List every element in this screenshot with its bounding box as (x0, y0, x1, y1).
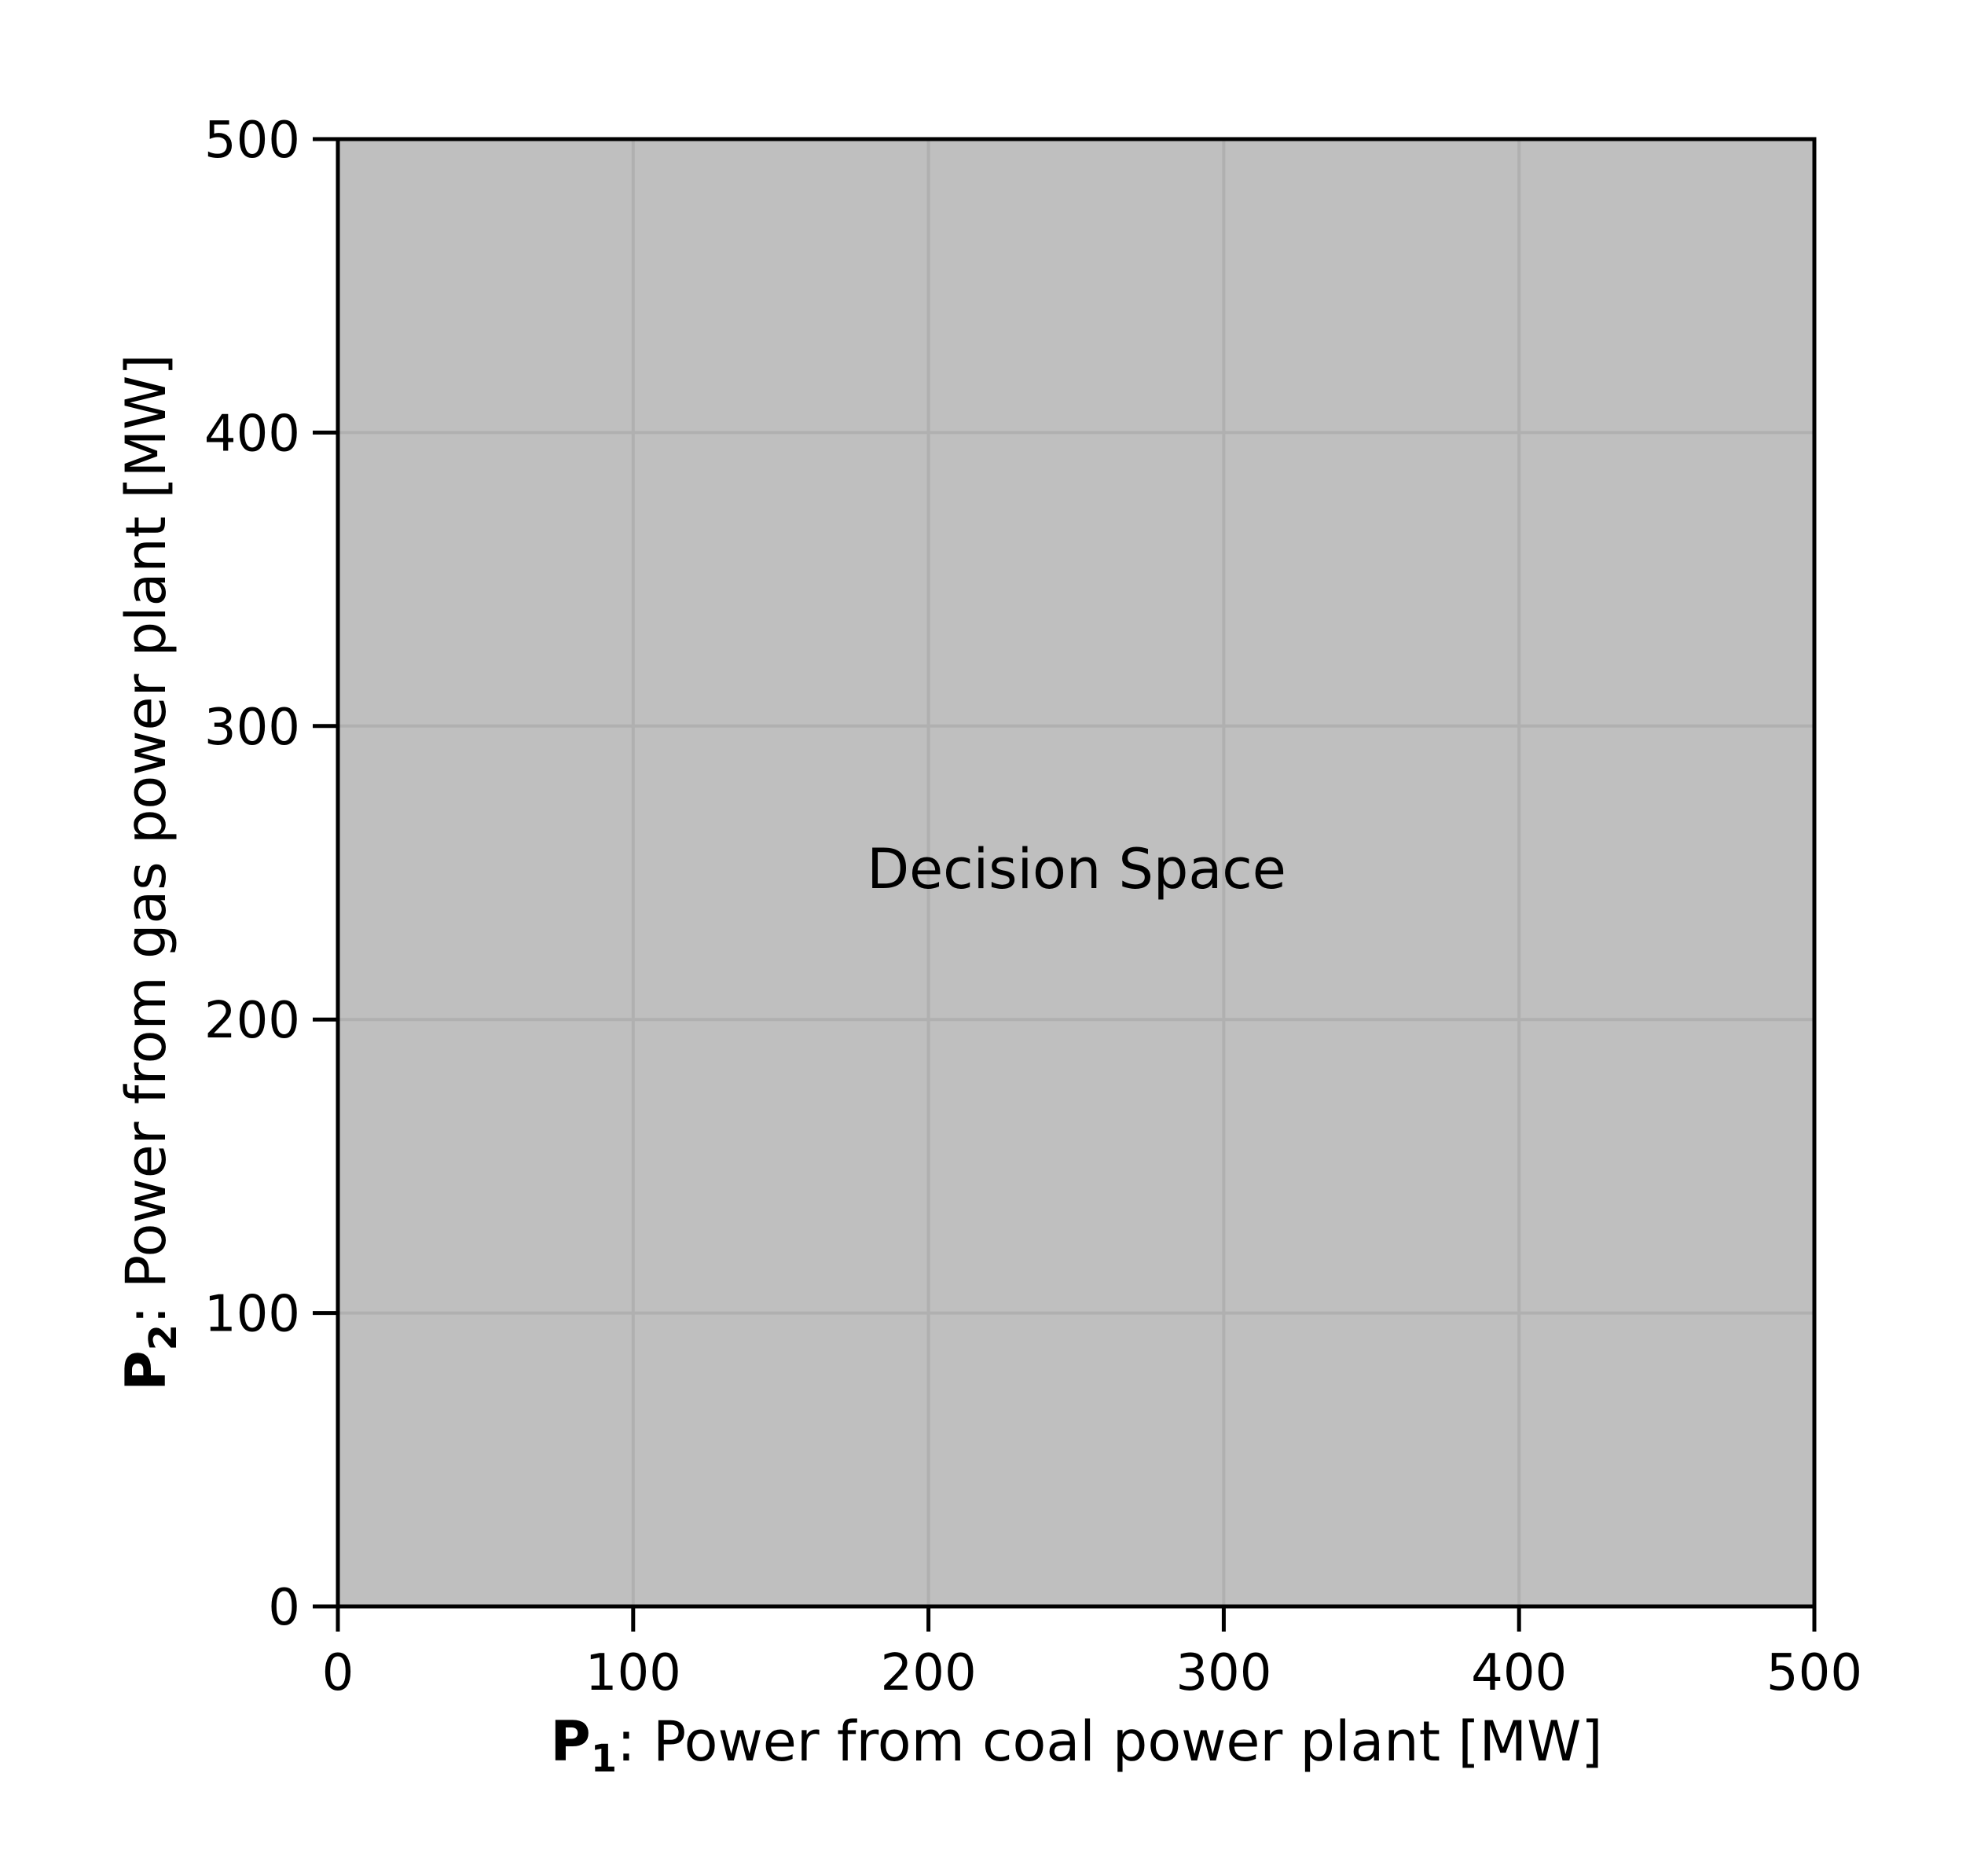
y-axis-label: P2: Power from gas power plant [MW] (114, 354, 185, 1390)
y-tick-label: 500 (204, 112, 300, 170)
y-tick-label: 400 (204, 405, 300, 463)
y-tick-label: 100 (204, 1286, 300, 1344)
x-tick-label: 300 (1176, 1644, 1271, 1702)
x-tick-label: 0 (322, 1644, 354, 1702)
y-axis-label-text: : Power from gas power plant [MW] (114, 354, 178, 1324)
x-axis-label: P1: Power from coal power plant [MW] (550, 1709, 1602, 1781)
x-tick-label: 500 (1766, 1644, 1862, 1702)
y-tick-label: 200 (204, 992, 300, 1050)
y-tick-label: 0 (268, 1579, 300, 1637)
x-tick-label: 200 (881, 1644, 977, 1702)
x-axis-label-symbol: P (550, 1709, 590, 1774)
x-axis-label-text: : Power from coal power plant [MW] (617, 1709, 1602, 1774)
y-axis-label-subscript: 2 (141, 1324, 185, 1350)
y-axis-label-symbol: P (114, 1350, 178, 1390)
annotation: Decision Space (867, 837, 1286, 901)
x-tick-label: 400 (1471, 1644, 1567, 1702)
axes-frame (336, 137, 1817, 1609)
y-tick-label: 300 (204, 699, 300, 757)
decision-space (338, 139, 1814, 1606)
x-axis-label-subscript: 1 (591, 1737, 617, 1781)
x-tick-label: 100 (585, 1644, 681, 1702)
